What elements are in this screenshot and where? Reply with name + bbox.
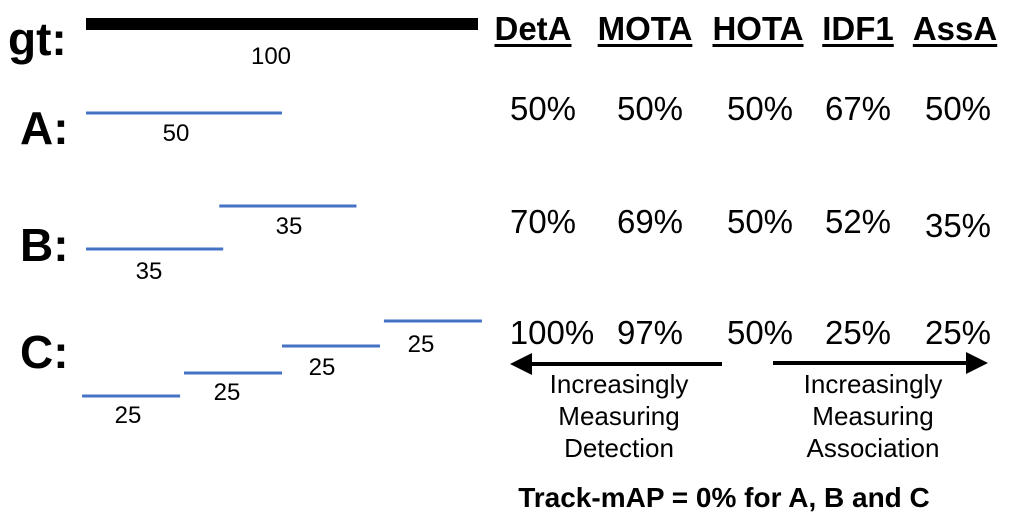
- value-c-mota: 97%: [616, 314, 684, 351]
- value-b-hota: 50%: [726, 203, 794, 240]
- value-c-idf1: 25%: [824, 314, 892, 351]
- arrow-left-caption: Increasingly Measuring Detection: [550, 368, 689, 464]
- gt-length-label: 100: [250, 43, 292, 70]
- c-segment-3-label: 25: [308, 354, 336, 381]
- value-a-idf1: 67%: [824, 90, 892, 127]
- row-label-c: C:: [20, 326, 69, 378]
- arrow-left-line-3: Detection: [564, 433, 674, 463]
- c-segment-2-label: 25: [213, 379, 241, 406]
- a-segment-label: 50: [162, 120, 190, 147]
- arrow-right-caption: Increasingly Measuring Association: [804, 368, 943, 464]
- value-c-hota: 50%: [726, 314, 794, 351]
- header-deta: DetA: [494, 10, 572, 47]
- arrow-left-line-1: Increasingly: [549, 369, 689, 399]
- header-idf1: IDF1: [822, 10, 894, 47]
- arrow-right-association: [773, 352, 988, 374]
- value-a-deta: 50%: [509, 90, 577, 127]
- value-b-mota: 69%: [616, 203, 684, 240]
- c-segment-4-label: 25: [407, 331, 435, 358]
- value-a-assa: 50%: [924, 90, 992, 127]
- header-assa: AssA: [912, 10, 998, 47]
- row-label-a: A:: [20, 102, 69, 154]
- value-a-mota: 50%: [616, 90, 684, 127]
- value-a-hota: 50%: [726, 90, 794, 127]
- value-c-deta: 100%: [509, 314, 595, 351]
- value-b-assa: 35%: [924, 207, 992, 244]
- arrow-right-line-3: Association: [806, 433, 940, 463]
- b-segment-1-label: 35: [135, 258, 163, 285]
- arrow-right-line-1: Increasingly: [803, 369, 943, 399]
- row-label-gt: gt:: [8, 13, 67, 65]
- arrow-left-line-2: Measuring: [558, 401, 680, 431]
- header-hota: HOTA: [712, 10, 804, 47]
- header-mota: MOTA: [597, 10, 693, 47]
- c-segment-1-label: 25: [114, 402, 142, 429]
- value-b-deta: 70%: [509, 203, 577, 240]
- value-b-idf1: 52%: [824, 203, 892, 240]
- arrow-right-line-2: Measuring: [812, 401, 934, 431]
- footer-note: Track-mAP = 0% for A, B and C: [518, 482, 930, 513]
- b-segment-2-label: 35: [275, 213, 303, 240]
- arrow-left-detection: [510, 353, 722, 375]
- row-label-b: B:: [20, 219, 69, 271]
- value-c-assa: 25%: [924, 314, 992, 351]
